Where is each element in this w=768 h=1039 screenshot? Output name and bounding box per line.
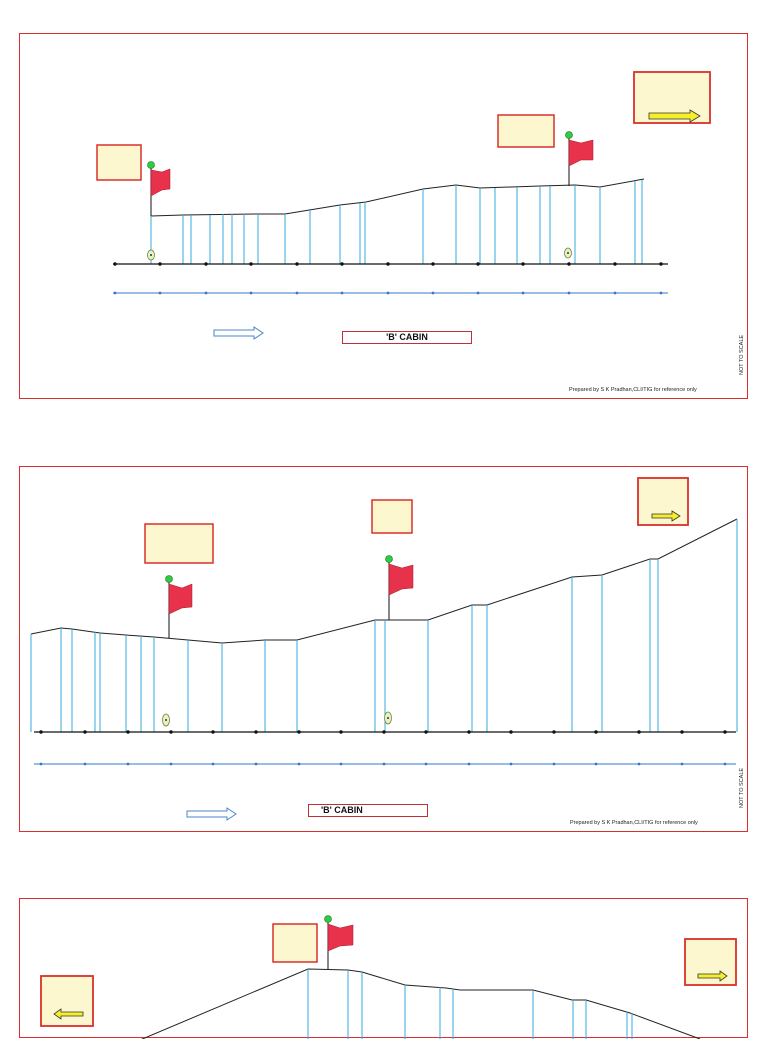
- right-arrow-icon: [697, 970, 728, 982]
- hollow-arrow-icon: [186, 807, 237, 821]
- vertical-lines: [307, 969, 633, 1039]
- vertical-lines: [150, 180, 643, 264]
- flag-icon: [324, 915, 354, 969]
- km-dots: [113, 291, 663, 295]
- flag-icon: [385, 555, 414, 620]
- prepared-by-note: Prepared by S K Pradhan,CLI/TIG for refe…: [570, 820, 698, 826]
- direction-box: [40, 975, 94, 1027]
- flag-icon: [147, 161, 171, 216]
- not-to-scale-note: NOT TO SCALE: [739, 767, 745, 808]
- label-box: [272, 923, 318, 963]
- signal-marker-icon: [564, 247, 572, 259]
- panel-3-diagram: [40, 915, 737, 1039]
- cabin-label: 'B' CABIN: [308, 804, 428, 817]
- gradient-profile-line: [150, 178, 645, 217]
- label-box: [497, 114, 555, 148]
- signal-marker-icon: [147, 249, 155, 261]
- base-dots: [113, 262, 663, 266]
- panel-1-diagram: [96, 71, 711, 340]
- hollow-arrow-icon: [213, 326, 264, 340]
- cabin-label: 'B' CABIN: [342, 331, 472, 344]
- panel-2-diagram: [30, 477, 738, 821]
- label-box: [96, 144, 142, 181]
- gradient-panel-3: [19, 898, 748, 1039]
- flag-icon: [565, 131, 594, 186]
- not-to-scale-note: NOT TO SCALE: [739, 334, 745, 375]
- base-dots: [39, 730, 727, 734]
- right-arrow-icon: [648, 109, 701, 123]
- left-arrow-icon: [53, 1008, 84, 1020]
- prepared-by-note: Prepared by S K Pradhan,CLI/TIG for refe…: [569, 387, 697, 393]
- vertical-lines: [30, 519, 738, 732]
- gradient-profile-line: [141, 968, 701, 1039]
- km-dots: [39, 762, 727, 766]
- gradient-panel-1: 'B' CABIN Prepared by S K Pradhan,CLI/TI…: [19, 33, 748, 399]
- signal-marker-icon: [384, 711, 392, 725]
- gradient-profile-line: [30, 518, 738, 644]
- signal-marker-icon: [162, 713, 170, 727]
- label-box: [371, 499, 413, 534]
- right-arrow-icon: [651, 510, 681, 522]
- label-box: [144, 523, 214, 564]
- flag-icon: [165, 575, 193, 638]
- gradient-panel-2: 'B' CABIN Prepared by S K Pradhan,CLI/TI…: [19, 466, 748, 832]
